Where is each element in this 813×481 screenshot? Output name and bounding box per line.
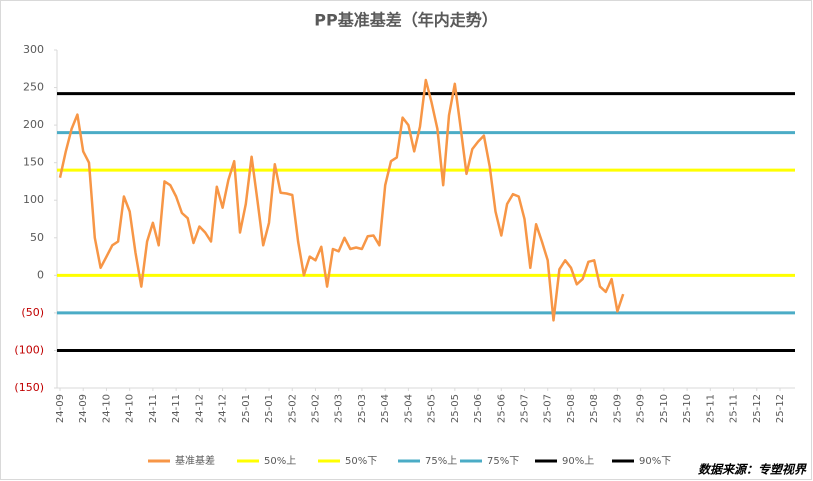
x-tick-label: 24-12 bbox=[194, 394, 205, 423]
y-tick-label: (150) bbox=[14, 381, 44, 394]
legend-label: 75%下 bbox=[487, 456, 519, 467]
legend-label: 基准基差 bbox=[175, 454, 215, 467]
y-tick-label: 50 bbox=[30, 231, 44, 244]
y-tick-label: 150 bbox=[23, 156, 44, 169]
y-tick-label: 250 bbox=[23, 81, 44, 94]
x-tick-label: 25-11 bbox=[729, 394, 740, 423]
legend-label: 50%上 bbox=[264, 455, 296, 467]
data-line bbox=[58, 78, 625, 322]
x-tick-label: 25-12 bbox=[775, 394, 786, 423]
x-tick-label: 25-06 bbox=[496, 394, 507, 423]
y-tick-label: 100 bbox=[23, 193, 44, 206]
x-tick-label: 24-11 bbox=[171, 394, 182, 423]
x-tick-label: 25-03 bbox=[334, 394, 345, 423]
y-tick-label: (100) bbox=[14, 343, 44, 356]
x-tick-label: 25-10 bbox=[659, 394, 670, 423]
x-tick-label: 25-02 bbox=[310, 394, 321, 423]
x-tick-label: 25-08 bbox=[566, 394, 577, 423]
x-tick-label: 25-08 bbox=[589, 394, 600, 423]
x-tick-label: 24-12 bbox=[218, 394, 229, 423]
x-tick-label: 25-07 bbox=[520, 394, 531, 423]
x-tick-label: 25-10 bbox=[682, 394, 693, 423]
y-tick-label: 0 bbox=[37, 268, 44, 281]
x-tick-label: 25-07 bbox=[543, 394, 554, 423]
x-tick-label: 25-01 bbox=[264, 394, 275, 423]
x-tick-label: 25-06 bbox=[473, 394, 484, 423]
legend-label: 90%下 bbox=[639, 456, 671, 467]
y-tick-label: (50) bbox=[21, 306, 44, 319]
legend-label: 90%上 bbox=[562, 455, 594, 467]
x-tick-label: 25-01 bbox=[241, 394, 252, 423]
x-tick-label: 25-04 bbox=[403, 394, 414, 423]
x-tick-label: 25-12 bbox=[752, 394, 763, 423]
x-tick-label: 25-03 bbox=[357, 394, 368, 423]
y-tick-label: 300 bbox=[23, 43, 44, 56]
x-tick-label: 24-09 bbox=[78, 394, 89, 423]
source-note: 数据来源：专塑视界 bbox=[698, 463, 807, 477]
x-tick-label: 24-10 bbox=[101, 394, 112, 423]
x-tick-label: 24-09 bbox=[55, 394, 66, 423]
x-tick-label: 24-10 bbox=[125, 394, 136, 423]
x-tick-label: 25-05 bbox=[427, 394, 438, 423]
y-tick-label: 200 bbox=[23, 118, 44, 131]
chart-title: PP基准基差（年内走势） bbox=[314, 11, 497, 30]
x-tick-label: 25-09 bbox=[612, 394, 623, 423]
x-tick-label: 25-09 bbox=[636, 394, 647, 423]
legend-label: 50%下 bbox=[345, 456, 377, 467]
x-tick-label: 25-11 bbox=[705, 394, 716, 423]
legend-label: 75%上 bbox=[425, 455, 457, 467]
x-tick-label: 25-05 bbox=[450, 394, 461, 423]
x-tick-label: 25-04 bbox=[380, 394, 391, 423]
x-tick-label: 24-11 bbox=[148, 394, 159, 423]
x-tick-label: 25-02 bbox=[287, 394, 298, 423]
